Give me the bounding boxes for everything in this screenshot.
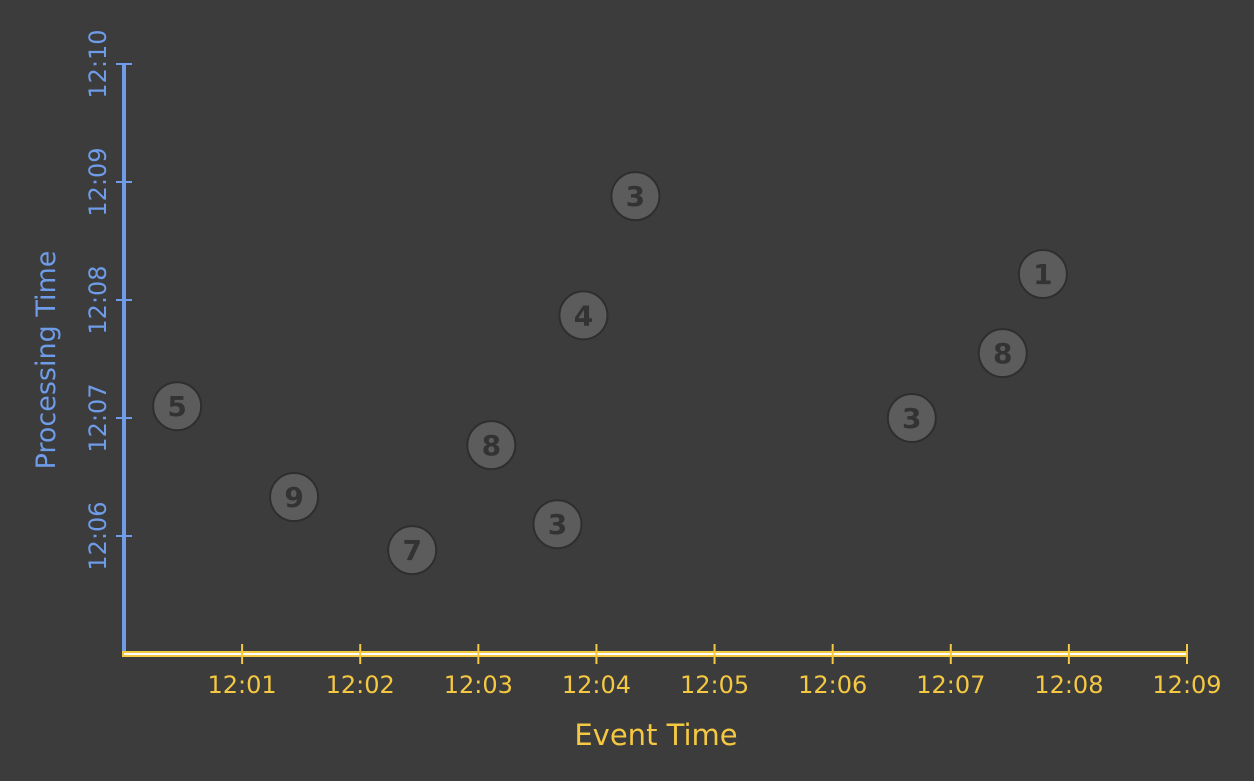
data-point: 5 [152, 381, 203, 432]
x-tick-label: 12:09 [1152, 671, 1221, 699]
x-tick-label: 12:07 [916, 671, 985, 699]
data-point: 1 [1017, 249, 1068, 300]
data-point: 3 [610, 171, 661, 222]
data-point: 9 [269, 472, 320, 523]
data-point-label: 4 [574, 299, 593, 332]
data-point-label: 3 [548, 508, 567, 541]
data-point-label: 3 [902, 402, 921, 435]
x-tick-label: 12:04 [562, 671, 631, 699]
x-axis: 12:01 12:02 12:03 12:04 12:05 12:06 12:07 12:08… [122, 644, 1222, 699]
data-point-marker [610, 171, 661, 222]
y-tick-label: 12:08 [84, 265, 112, 334]
data-point-marker [558, 290, 609, 341]
y-axis: 12:06 12:07 12:08 12:09 12:10 [84, 29, 132, 656]
data-point-marker [269, 472, 320, 523]
data-point-marker [886, 393, 937, 443]
data-point: 8 [466, 420, 517, 471]
y-axis-title: Processing Time [31, 251, 62, 470]
y-tick-label: 12:06 [84, 501, 112, 570]
data-point-label: 8 [993, 337, 1012, 370]
data-point-label: 5 [167, 390, 186, 423]
x-tick-label: 12:08 [1034, 671, 1103, 699]
data-point-label: 9 [284, 481, 303, 514]
data-point: 7 [387, 525, 438, 576]
x-axis-title: Event Time [574, 718, 737, 752]
data-point-marker [466, 420, 517, 471]
x-tick-label: 12:06 [798, 671, 867, 699]
data-point-marker [1017, 249, 1068, 300]
data-point-marker [977, 328, 1028, 379]
data-point: 3 [886, 393, 937, 443]
x-tick-label: 12:05 [680, 671, 749, 699]
data-point-marker [152, 381, 203, 432]
data-point: 3 [532, 499, 583, 550]
data-point-label: 7 [402, 534, 421, 567]
x-tick-label: 12:03 [444, 671, 513, 699]
data-point: 4 [558, 290, 609, 341]
y-tick-label: 12:10 [84, 29, 112, 98]
data-point: 8 [977, 328, 1028, 379]
data-point-marker [532, 499, 583, 550]
data-point-label: 3 [626, 180, 645, 213]
data-point-label: 8 [482, 429, 501, 462]
x-tick-label: 12:02 [326, 671, 395, 699]
data-points: 5 9 7 8 3 4 3 3 8 1 [152, 171, 1068, 576]
y-tick-label: 12:07 [84, 383, 112, 452]
y-tick-label: 12:09 [84, 147, 112, 216]
data-point-marker [387, 525, 438, 576]
data-point-label: 1 [1033, 258, 1052, 291]
x-tick-label: 12:01 [208, 671, 277, 699]
